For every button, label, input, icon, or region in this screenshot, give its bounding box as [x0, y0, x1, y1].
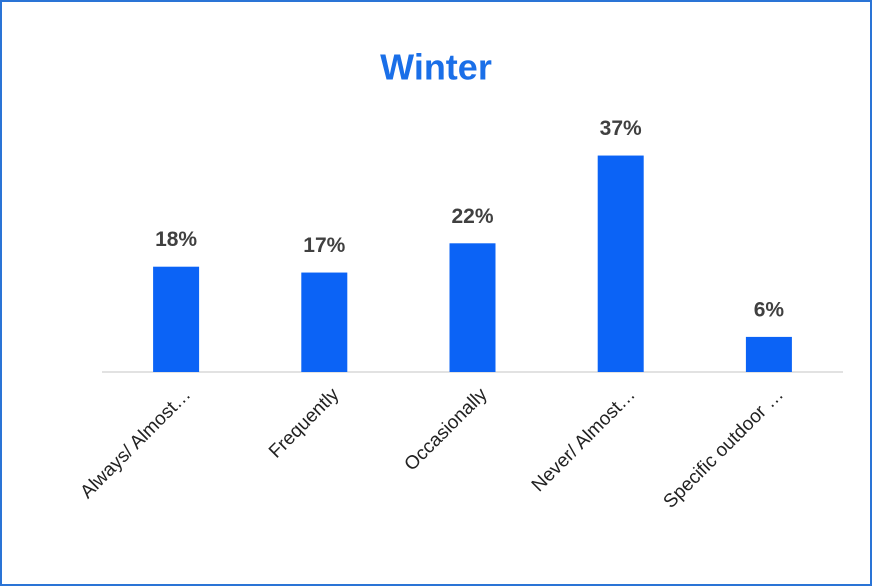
chart-title: Winter — [380, 47, 492, 88]
data-label: 37% — [600, 117, 642, 140]
data-label: 22% — [451, 205, 493, 228]
bar — [745, 336, 792, 372]
data-label: 18% — [155, 228, 197, 251]
data-label: 6% — [754, 298, 785, 321]
bar — [597, 155, 644, 372]
bar — [301, 272, 348, 372]
bar — [153, 266, 200, 372]
data-label: 17% — [303, 234, 345, 257]
bar — [449, 243, 496, 372]
